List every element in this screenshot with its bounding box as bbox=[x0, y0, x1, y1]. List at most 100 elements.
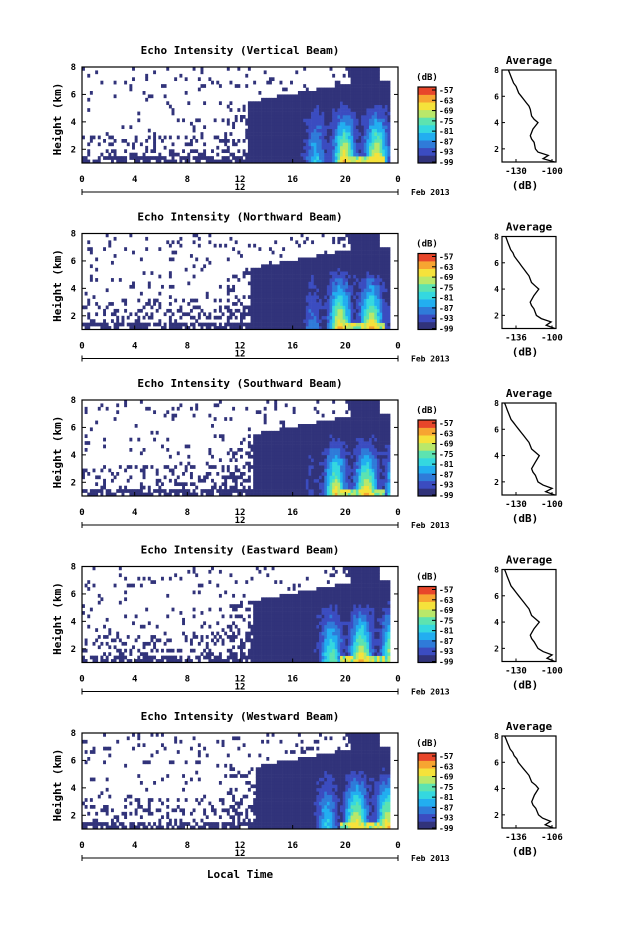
heatmap-cells bbox=[82, 659, 85, 663]
colorbar-swatch bbox=[418, 616, 436, 625]
panel-4: Echo Intensity (Westward Beam) Height (km… bbox=[51, 710, 563, 881]
colorbar-swatch bbox=[418, 813, 436, 822]
colorbar-unit: (dB) bbox=[416, 739, 438, 749]
average-profile-line bbox=[507, 69, 555, 163]
colorbar-swatch bbox=[418, 775, 436, 784]
colorbar-swatch bbox=[418, 435, 436, 444]
colorbar-swatch bbox=[418, 314, 436, 323]
average-y-tick-label: 6 bbox=[494, 592, 499, 601]
colorbar-tick-label: -75 bbox=[439, 117, 454, 126]
average-x-tick-label: -130 bbox=[505, 167, 527, 177]
average-x-label: (dB) bbox=[512, 845, 539, 858]
colorbar-tick-label: -99 bbox=[439, 158, 454, 167]
y-tick-label: 2 bbox=[71, 478, 76, 488]
colorbar-tick-label: -81 bbox=[439, 294, 454, 303]
y-tick-label: 8 bbox=[71, 230, 76, 240]
x-tick-label: 20 bbox=[340, 342, 351, 352]
y-tick-label: 6 bbox=[71, 590, 76, 600]
x-tick-label: 20 bbox=[340, 175, 351, 185]
y-tick-label: 8 bbox=[71, 563, 76, 573]
colorbar-swatch bbox=[418, 760, 436, 769]
colorbar-swatch bbox=[418, 87, 436, 95]
colorbar-tick-label: -63 bbox=[439, 596, 454, 605]
colorbar bbox=[418, 253, 436, 330]
colorbar-swatch bbox=[418, 609, 436, 618]
y-axis-label: Height (km) bbox=[51, 416, 64, 489]
colorbar-tick-label: -87 bbox=[439, 304, 454, 313]
x-tick-label: 20 bbox=[340, 841, 351, 851]
colorbar-swatch bbox=[418, 268, 436, 277]
colorbar-swatch bbox=[418, 283, 436, 292]
colorbar-swatch bbox=[418, 321, 436, 330]
average-frame bbox=[501, 69, 557, 163]
x-tick-label: 0 bbox=[395, 175, 400, 185]
x-tick-label: 8 bbox=[185, 841, 190, 851]
colorbar-swatch bbox=[418, 806, 436, 815]
average-title: Average bbox=[506, 554, 553, 567]
panel-2: Echo Intensity (Southward Beam) Height (k… bbox=[51, 377, 563, 530]
panel-title: Echo Intensity (Vertical Beam) bbox=[141, 44, 340, 57]
x-tick-label: 4 bbox=[132, 175, 138, 185]
colorbar-tick-label: -75 bbox=[439, 283, 454, 292]
colorbar-tick-label: -99 bbox=[439, 325, 454, 334]
colorbar bbox=[418, 753, 436, 830]
colorbar-unit: (dB) bbox=[416, 240, 438, 250]
heatmap-cells bbox=[84, 326, 88, 330]
colorbar-tick-label: -93 bbox=[439, 314, 454, 323]
colorbar-frame bbox=[417, 752, 437, 830]
colorbar-tick-label: -93 bbox=[439, 148, 454, 157]
date-marker: 12 bbox=[235, 683, 246, 693]
panel-3: Echo Intensity (Eastward Beam) Height (km… bbox=[51, 544, 563, 697]
colorbar-tick-label: -57 bbox=[439, 586, 454, 595]
y-tick-label: 2 bbox=[71, 145, 76, 155]
colorbar-tick-label: -69 bbox=[439, 773, 454, 782]
colorbar-swatch bbox=[418, 821, 436, 830]
colorbar-tick-label: -87 bbox=[439, 137, 454, 146]
x-tick-label: 0 bbox=[79, 508, 84, 518]
average-y-tick-label: 2 bbox=[494, 811, 499, 820]
month-label: Feb 2013 bbox=[411, 521, 450, 530]
colorbar-swatch bbox=[418, 480, 436, 489]
colorbar-swatch bbox=[418, 458, 436, 466]
average-x-tick-label: -136 bbox=[505, 833, 527, 843]
colorbar-tick-label: -87 bbox=[439, 637, 454, 646]
average-y-tick-label: 6 bbox=[494, 92, 499, 101]
colorbar-swatch bbox=[418, 798, 436, 807]
x-tick-label: 0 bbox=[79, 342, 84, 352]
colorbar-swatch bbox=[418, 147, 436, 156]
colorbar-tick-label: -63 bbox=[439, 762, 454, 771]
x-tick-label: 16 bbox=[287, 508, 298, 518]
colorbar-swatch bbox=[418, 155, 436, 164]
heatmap bbox=[82, 67, 391, 164]
colorbar-tick-label: -57 bbox=[439, 419, 454, 428]
colorbar-frame bbox=[417, 86, 437, 164]
heatmap-cells bbox=[87, 492, 91, 497]
average-profile-line bbox=[504, 735, 554, 829]
colorbar-tick-label: -81 bbox=[439, 627, 454, 636]
colorbar-frame bbox=[417, 585, 437, 664]
y-tick-label: 8 bbox=[71, 63, 76, 73]
y-tick-label: 6 bbox=[71, 423, 76, 433]
heatmap-cells bbox=[82, 825, 85, 830]
colorbar-tick-label: -57 bbox=[439, 86, 454, 95]
colorbar-swatch bbox=[418, 632, 436, 640]
colorbar-swatch bbox=[418, 261, 436, 269]
colorbar-tick-label: -63 bbox=[439, 263, 454, 272]
colorbar-swatch bbox=[418, 427, 436, 436]
colorbar-swatch bbox=[418, 109, 436, 118]
x-tick-label: 8 bbox=[185, 675, 190, 685]
heatmap bbox=[82, 233, 391, 330]
colorbar-swatch bbox=[418, 791, 436, 799]
colorbar-swatch bbox=[418, 753, 436, 761]
average-title: Average bbox=[506, 387, 553, 400]
y-tick-label: 4 bbox=[71, 284, 77, 294]
colorbar-tick-label: -57 bbox=[439, 253, 454, 262]
colorbar-tick-label: -99 bbox=[439, 658, 454, 667]
heatmap bbox=[82, 400, 391, 497]
y-tick-label: 2 bbox=[71, 645, 76, 655]
colorbar-tick-label: -99 bbox=[439, 491, 454, 500]
colorbar-swatch bbox=[418, 783, 436, 792]
panel-title: Echo Intensity (Northward Beam) bbox=[137, 211, 342, 224]
average-y-tick-label: 2 bbox=[494, 145, 499, 154]
